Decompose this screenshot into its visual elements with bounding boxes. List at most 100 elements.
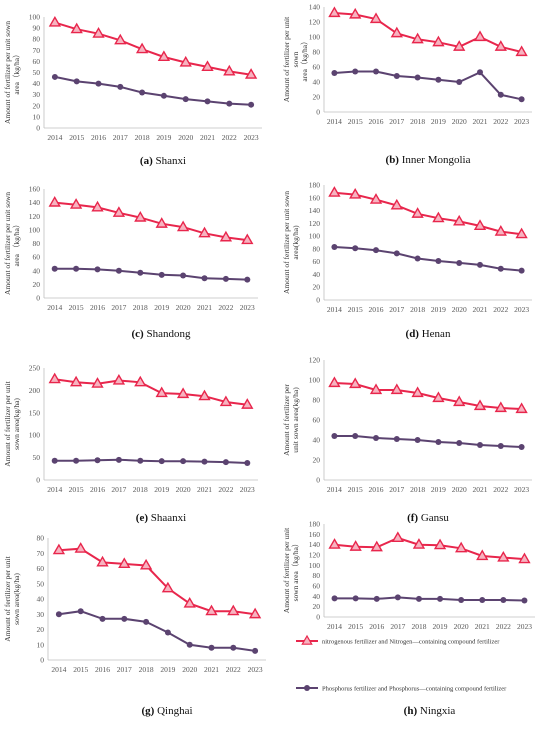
phosphorus-data-point xyxy=(252,647,259,654)
phosphorus-data-point xyxy=(201,458,208,465)
y-axis-label: Amount of fertilizer per unitsownarea（kg… xyxy=(282,16,309,102)
x-tick-label: 2019 xyxy=(154,303,169,312)
nitrogen-data-point xyxy=(48,372,61,384)
y-tick-label: 20 xyxy=(313,93,321,102)
x-tick-label: 2015 xyxy=(73,665,88,674)
phosphorus-data-point xyxy=(137,269,144,276)
y-tick-label: 120 xyxy=(29,212,41,221)
y-tick-label: 80 xyxy=(313,48,321,57)
nitrogen-series-line xyxy=(334,191,522,236)
x-tick-label: 2021 xyxy=(473,485,488,494)
nitrogen-data-point xyxy=(453,214,466,226)
x-tick-label: 2021 xyxy=(200,133,215,142)
phosphorus-data-point xyxy=(352,433,359,439)
nitrogen-data-point xyxy=(96,555,109,567)
y-axis-label: Amount of fertilizer per unitsown area（k… xyxy=(282,527,300,613)
x-tick-label: 2017 xyxy=(390,622,405,631)
y-tick-label: 80 xyxy=(313,571,321,580)
phosphorus-data-point xyxy=(222,275,229,282)
x-tick-label: 2021 xyxy=(473,305,488,314)
phosphorus-data-point xyxy=(244,276,251,283)
y-tick-label: 50 xyxy=(33,453,41,462)
nitrogen-data-point xyxy=(411,207,424,218)
nitrogen-data-point xyxy=(473,30,487,42)
phosphorus-data-point xyxy=(331,595,338,602)
phosphorus-data-point xyxy=(414,437,421,443)
y-tick-label: 20 xyxy=(313,283,321,292)
y-tick-label: 30 xyxy=(33,90,41,99)
panel-caption: (d) Henan xyxy=(406,328,451,340)
panel-caption-letter: (h) xyxy=(404,705,418,717)
phosphorus-data-point xyxy=(331,433,338,439)
nitrogen-data-point xyxy=(70,22,83,34)
x-tick-label: 2014 xyxy=(51,665,66,674)
y-tick-label: 100 xyxy=(309,232,321,241)
phosphorus-data-point xyxy=(518,267,525,274)
legend-phosphorus-marker xyxy=(304,685,310,691)
phosphorus-series-line xyxy=(334,70,522,101)
nitrogen-data-point xyxy=(390,198,403,210)
y-axis-label-line: Amount of fertilizer per unit sown xyxy=(282,191,291,294)
nitrogen-data-point xyxy=(349,377,362,389)
nitrogen-data-point xyxy=(91,377,104,388)
nitrogen-data-point xyxy=(476,549,489,561)
x-tick-label: 2018 xyxy=(411,622,426,631)
y-tick-label: 100 xyxy=(309,376,321,385)
phosphorus-data-point xyxy=(99,615,106,622)
x-tick-label: 2015 xyxy=(69,133,84,142)
x-tick-label: 2015 xyxy=(69,303,84,312)
nitrogen-data-point xyxy=(92,27,105,38)
y-tick-label: 60 xyxy=(33,57,41,66)
chart-qinghai: 0 10 20 30 40 50 60 70 80 2014 2015 2016 2017 2018 201… xyxy=(3,534,266,717)
phosphorus-data-point xyxy=(352,68,359,75)
nitrogen-data-point xyxy=(515,402,528,414)
nitrogen-data-point xyxy=(473,399,487,411)
nitrogen-data-point xyxy=(453,40,466,51)
legend: nitrogenous fertilizer and Nitrogen—cont… xyxy=(296,634,507,693)
y-axis-label-line: Amount of fertilizer per unit xyxy=(3,380,12,466)
panel-caption-letter: (b) xyxy=(386,154,400,166)
x-tick-label: 2017 xyxy=(389,117,404,126)
x-tick-label: 2021 xyxy=(475,622,490,631)
x-tick-label: 2017 xyxy=(113,133,128,142)
y-axis-label-line: sown area(kg/ha) xyxy=(12,398,21,450)
nitrogen-data-point xyxy=(183,596,196,608)
y-axis-label-line: Amount of fertilizer per xyxy=(282,384,291,456)
x-tick-label: 2023 xyxy=(514,485,529,494)
y-tick-label: 0 xyxy=(316,476,320,485)
phosphorus-data-point xyxy=(94,457,101,464)
y-tick-label: 120 xyxy=(309,18,321,27)
nitrogen-data-point xyxy=(328,538,341,549)
phosphorus-data-point xyxy=(393,73,400,79)
nitrogen-data-point xyxy=(244,68,258,79)
phosphorus-data-point xyxy=(373,595,380,602)
phosphorus-data-point xyxy=(456,440,463,446)
phosphorus-data-point xyxy=(331,70,338,76)
x-tick-label: 2016 xyxy=(91,133,106,142)
y-axis-label-line: area(kg/ha) xyxy=(291,225,300,260)
y-tick-label: 80 xyxy=(313,244,321,253)
panel-caption-title: Henan xyxy=(419,328,451,340)
phosphorus-data-point xyxy=(94,266,101,273)
phosphorus-data-point xyxy=(73,265,80,272)
y-tick-label: 0 xyxy=(316,613,320,622)
x-tick-label: 2023 xyxy=(517,622,532,631)
x-tick-label: 2016 xyxy=(90,303,105,312)
y-tick-label: 100 xyxy=(29,13,41,22)
y-tick-label: 40 xyxy=(33,266,41,275)
phosphorus-data-point xyxy=(518,96,525,103)
panel-caption: (a) Shanxi xyxy=(140,155,186,167)
x-tick-label: 2023 xyxy=(244,133,259,142)
y-axis-label: Amount of fertilizer per unitsown area(k… xyxy=(3,555,21,641)
y-tick-label: 70 xyxy=(37,549,45,558)
nitrogen-data-point xyxy=(205,604,218,616)
x-tick-label: 2020 xyxy=(176,303,191,312)
x-tick-label: 2017 xyxy=(117,665,132,674)
y-axis-label-line: sown area（kg/ha） xyxy=(291,540,300,602)
y-axis-label-line: sown xyxy=(291,51,300,67)
phosphorus-data-point xyxy=(143,618,150,625)
nitrogen-data-point xyxy=(69,198,83,209)
panel-caption-letter: (e) xyxy=(136,512,149,524)
nitrogen-data-point xyxy=(155,386,168,398)
phosphorus-data-point xyxy=(500,596,507,603)
